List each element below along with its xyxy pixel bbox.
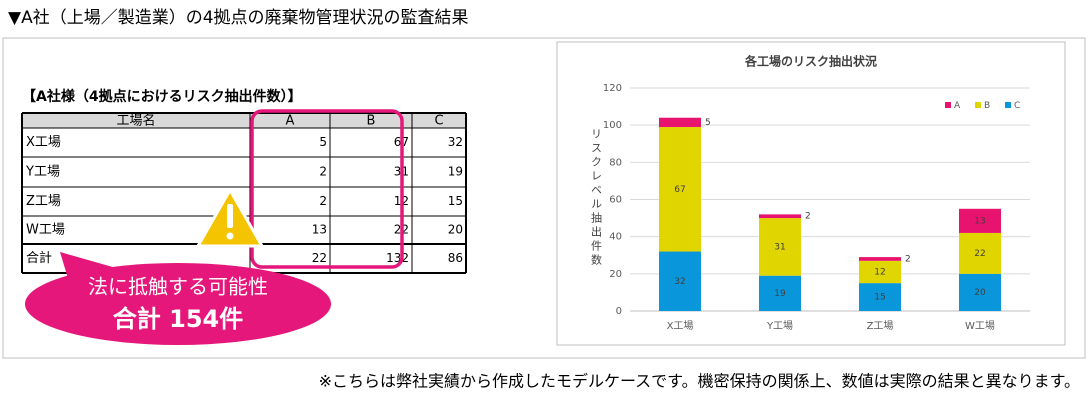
data-label: 15 <box>874 293 885 303</box>
bar-segment <box>659 251 701 311</box>
legend-label: A <box>954 101 961 111</box>
legend-swatch <box>1005 102 1011 108</box>
bar-segment <box>859 257 901 261</box>
table-cell: 5 <box>319 135 327 149</box>
warning-dot <box>226 232 234 240</box>
chart-title: 各工場のリスク抽出状況 <box>744 54 877 69</box>
data-label: 12 <box>874 267 885 277</box>
table-header-cell: B <box>367 114 376 129</box>
x-tick-label: W工場 <box>965 319 995 332</box>
table-cell: 32 <box>448 135 463 149</box>
table-header-bg <box>22 113 466 128</box>
legend-swatch <box>945 102 951 108</box>
data-label: 5 <box>705 118 711 128</box>
highlight-frame <box>250 109 404 269</box>
y-tick-label: 20 <box>609 269 622 280</box>
table-cell: 86 <box>448 251 463 265</box>
table-cell: W工場 <box>26 223 65 238</box>
bar-segment <box>859 283 901 311</box>
data-label: 67 <box>674 185 685 195</box>
y-tick-label: 60 <box>609 195 622 206</box>
callout <box>25 263 331 345</box>
y-tick-label: 40 <box>609 232 622 243</box>
data-label: 2 <box>905 254 911 264</box>
bar-segment <box>659 127 701 252</box>
data-label: 22 <box>974 249 985 259</box>
bar-segment <box>959 232 1001 274</box>
table-cell: 2 <box>319 165 327 179</box>
y-tick-label: 80 <box>609 157 622 168</box>
bar-segment <box>759 218 801 276</box>
table-header-cell: 工場名 <box>116 113 155 129</box>
callout-total: 合計 154件 <box>113 305 243 333</box>
y-tick-label: 0 <box>616 306 622 317</box>
x-tick-label: Y工場 <box>766 319 793 332</box>
y-tick-label: 120 <box>603 83 622 94</box>
data-label: 20 <box>974 288 986 298</box>
table-cell: 132 <box>386 251 409 265</box>
chart: 0 20 40 60 80 100 120 A B C X工場 32 67 5 Y工場 19 31 2 Z工場 15 1… <box>603 83 1030 332</box>
table-cell: 13 <box>312 223 327 237</box>
bar-segment <box>959 208 1001 233</box>
callout-text: 法に抵触する可能性 <box>88 275 268 299</box>
table-header-cell: C <box>434 114 443 129</box>
y-axis-label: リスクレベル抽出件数 <box>590 128 603 268</box>
legend-label: B <box>984 101 990 111</box>
bar-segment <box>859 260 901 284</box>
table-cell: 22 <box>312 251 327 265</box>
warning-mark <box>227 204 233 228</box>
bar-segment <box>759 214 801 219</box>
table-cell: X工場 <box>26 135 61 150</box>
table-cell: 19 <box>448 165 463 179</box>
table-cell: 15 <box>448 194 463 208</box>
bar-segment <box>759 275 801 311</box>
data-label: 13 <box>974 216 985 226</box>
table-cell: 2 <box>319 194 327 208</box>
y-tick-label: 100 <box>603 120 622 131</box>
bar-segment <box>959 273 1001 311</box>
legend-swatch <box>975 102 981 108</box>
data-label: 19 <box>774 289 786 299</box>
data-label: 32 <box>674 277 685 287</box>
bar-segment <box>659 117 701 128</box>
table-header-cell: A <box>286 114 295 129</box>
page-title: ▼A社（上場／製造業）の4拠点の廃棄物管理状況の監査結果 <box>8 8 469 28</box>
table-title: 【A社様（4拠点におけるリスク抽出件数）】 <box>22 88 302 105</box>
x-tick-label: X工場 <box>667 319 694 332</box>
table-cell: 合計 <box>26 250 52 266</box>
table-cell: 20 <box>448 223 463 237</box>
x-tick-label: Z工場 <box>867 319 894 332</box>
data-label: 2 <box>805 212 811 222</box>
table-cell: Z工場 <box>26 194 61 209</box>
data-label: 31 <box>774 242 785 252</box>
table-cell: Y工場 <box>25 165 60 180</box>
legend-label: C <box>1014 101 1020 111</box>
footnote: ※こちらは弊社実績から作成したモデルケースです。機密保持の関係上、数値は実際の結… <box>319 372 1080 391</box>
content-frame <box>2 37 1086 359</box>
